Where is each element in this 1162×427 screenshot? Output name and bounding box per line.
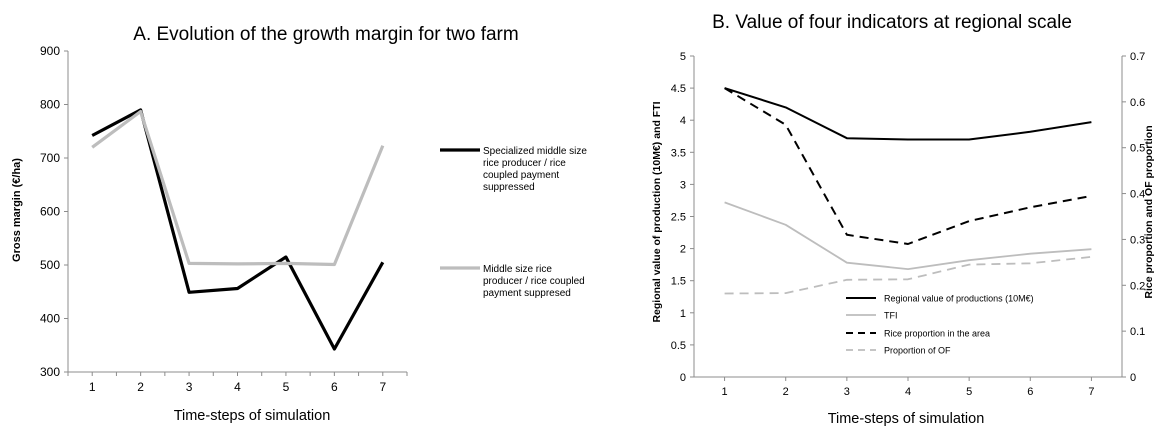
chart-b-x-axis-label: Time-steps of simulation	[828, 411, 985, 427]
chart-b-legend-label-3: Rice proportion in the area	[884, 329, 990, 339]
chart-b-x-tick-label: 5	[966, 386, 972, 398]
chart-b-legend-label-4: Proportion of OF	[884, 346, 951, 356]
chart-b-series-3-line	[724, 87, 1092, 245]
chart-a-x-tick-label: 4	[234, 380, 241, 394]
chart-a-y-tick-label: 600	[40, 205, 60, 219]
chart-b-legend-label-2: TFI	[884, 311, 898, 321]
chart-a-series-1-line	[91, 108, 385, 351]
chart-b-left-y-tick-label: 4	[680, 115, 686, 127]
chart-b-left-y-tick-label: 0	[680, 372, 686, 384]
chart-a-x-tick-label: 7	[379, 380, 386, 394]
chart-a-series-2-line	[91, 109, 385, 267]
chart-b-right-y-tick-label: 0.3	[1130, 234, 1145, 246]
chart-a-legend-label-1: suppressed	[483, 182, 535, 193]
chart-b-right-y-tick-label: 0.2	[1130, 280, 1145, 292]
chart-b-right-y-axis-label: Rice proportion and OF proportion	[1143, 125, 1155, 298]
chart-b-legend-label-1: Regional value of productions (10M€)	[884, 294, 1034, 304]
chart-b-title: B. Value of four indicators at regional …	[712, 12, 1072, 33]
chart-b-left-y-tick-label: 3.5	[671, 147, 686, 159]
chart-b-right-y-tick-label: 0	[1130, 372, 1136, 384]
chart-a-x-tick-label: 1	[89, 380, 96, 394]
chart-b-right-y-tick-label: 0.6	[1130, 97, 1145, 109]
chart-b-right-y-tick-label: 0.1	[1130, 326, 1145, 338]
chart-b-series-1-line	[724, 87, 1092, 141]
chart-a-x-tick-label: 6	[331, 380, 338, 394]
chart-b-left-y-tick-label: 1.5	[671, 276, 686, 288]
chart-a-legend-label-1: coupled payment	[483, 170, 559, 181]
chart-b-series-2-line	[724, 201, 1092, 271]
chart-a: A. Evolution of the growth margin for tw…	[11, 24, 587, 424]
chart-b-left-y-axis-label: Regional value of production (10M€) and …	[651, 101, 663, 322]
chart-a-y-tick-label: 700	[40, 151, 60, 165]
chart-a-y-axis-label: Gross margin (€/ha)	[11, 158, 23, 262]
chart-b-right-y-tick-label: 0.7	[1130, 51, 1145, 63]
chart-a-y-tick-label: 300	[40, 365, 60, 379]
chart-b-left-y-tick-label: 5	[680, 51, 686, 63]
chart-a-x-axis-label: Time-steps of simulation	[174, 408, 331, 424]
chart-a-legend-label-1: Specialized middle size	[483, 146, 587, 157]
chart-b-left-y-tick-label: 1	[680, 308, 686, 320]
chart-b-right-y-tick-label: 0.5	[1130, 143, 1145, 155]
chart-b-left-y-tick-label: 2	[680, 244, 686, 256]
chart-a-y-tick-label: 400	[40, 312, 60, 326]
chart-b-left-y-tick-label: 2.5	[671, 212, 686, 224]
chart-a-legend-label-2: Middle size rice	[483, 264, 552, 275]
chart-b-left-y-tick-label: 0.5	[671, 340, 686, 352]
chart-b-x-tick-label: 4	[905, 386, 911, 398]
chart-a-legend-label-1: rice producer / rice	[483, 158, 566, 169]
chart-a-x-tick-label: 5	[283, 380, 290, 394]
chart-b: B. Value of four indicators at regional …	[651, 12, 1155, 427]
chart-b-series-4-line	[724, 256, 1092, 295]
chart-b-left-y-tick-label: 4.5	[671, 83, 686, 95]
chart-a-x-tick-label: 2	[137, 380, 144, 394]
chart-a-legend-label-2: payment suppresed	[483, 288, 571, 299]
chart-a-x-tick-label: 3	[186, 380, 193, 394]
chart-a-title: A. Evolution of the growth margin for tw…	[133, 24, 518, 45]
chart-b-x-tick-label: 2	[783, 386, 789, 398]
chart-b-right-y-tick-label: 0.4	[1130, 189, 1145, 201]
chart-b-x-tick-label: 6	[1027, 386, 1033, 398]
chart-b-left-y-tick-label: 3	[680, 179, 686, 191]
chart-b-x-tick-label: 3	[844, 386, 850, 398]
chart-b-x-tick-label: 7	[1088, 386, 1094, 398]
chart-a-y-tick-label: 500	[40, 258, 60, 272]
chart-a-y-tick-label: 800	[40, 98, 60, 112]
chart-b-x-tick-label: 1	[722, 386, 728, 398]
chart-a-legend-label-2: producer / rice coupled	[483, 276, 585, 287]
chart-a-y-tick-label: 900	[40, 44, 60, 58]
